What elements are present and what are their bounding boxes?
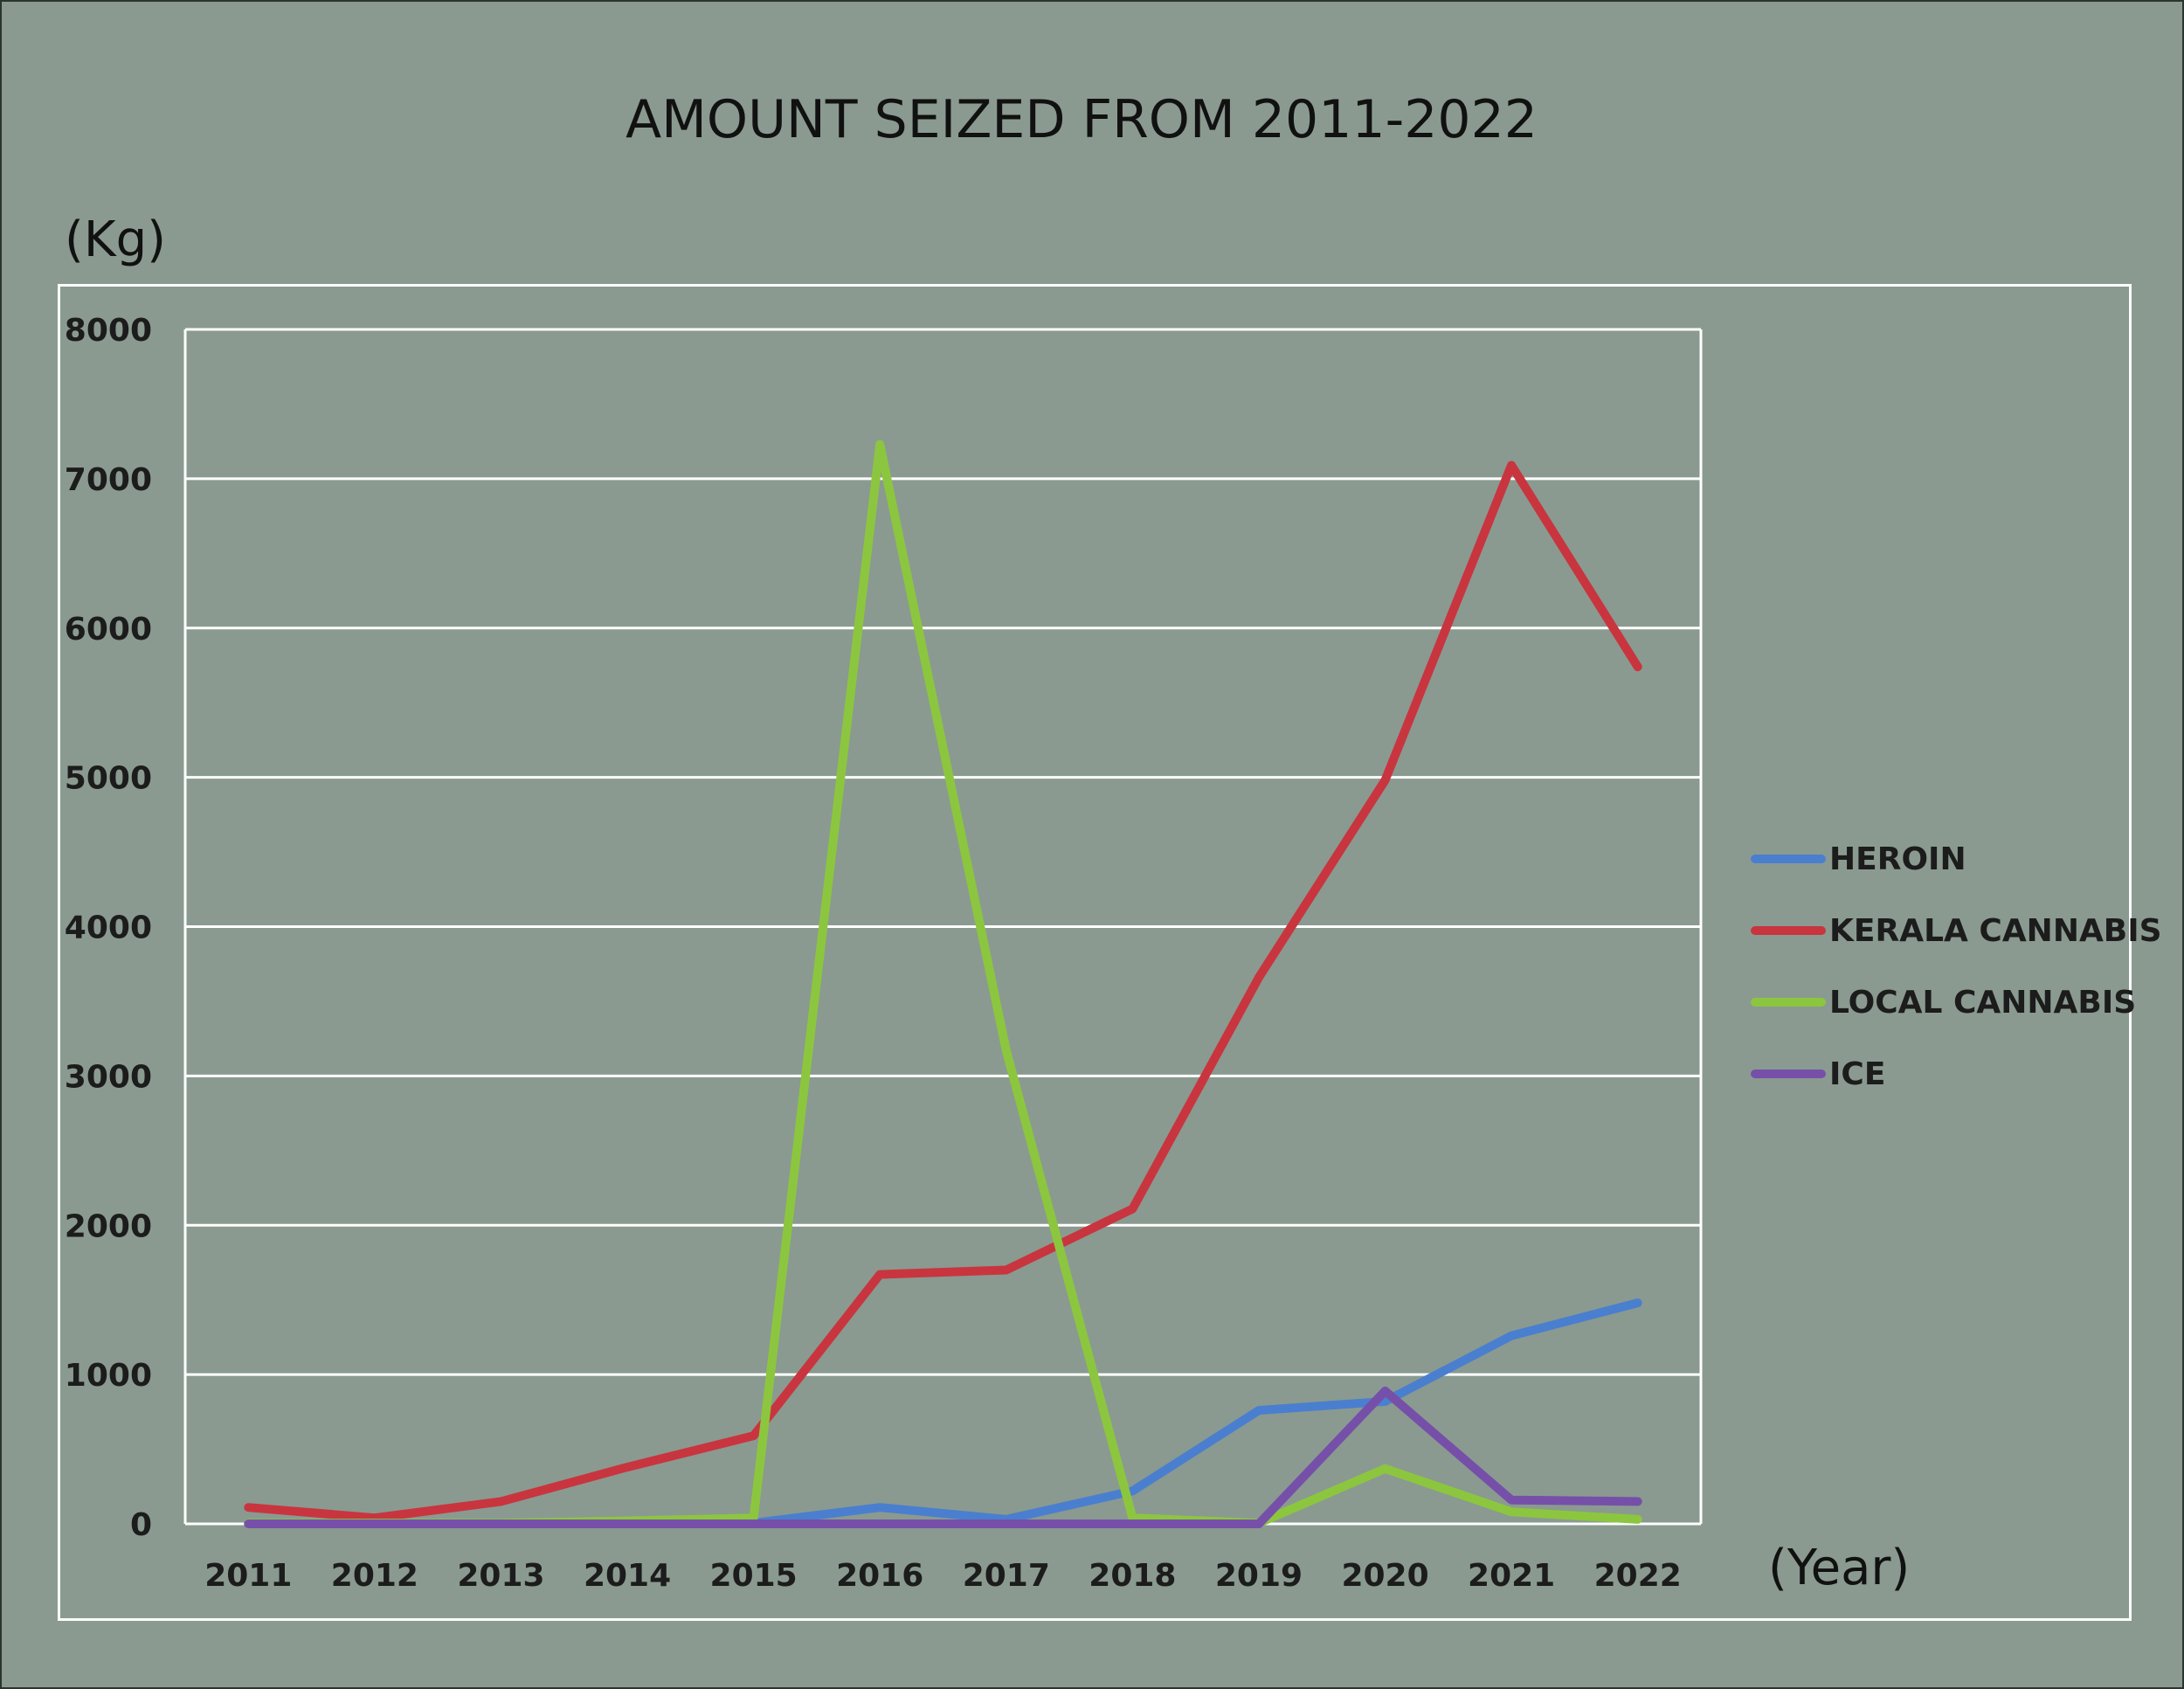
legend-swatch (1751, 998, 1826, 1007)
legend-swatch (1751, 855, 1826, 863)
x-tick-label: 2018 (1089, 1558, 1176, 1594)
legend-label: ICE (1829, 1056, 1886, 1092)
legend-label: KERALA CANNABIS (1829, 912, 2162, 949)
legend-swatch (1751, 1069, 1826, 1078)
x-tick-label: 2015 (710, 1558, 798, 1594)
legend-swatch (1751, 926, 1826, 935)
x-tick-label: 2011 (204, 1558, 292, 1594)
series-lines (244, 440, 1642, 1528)
legend-label: HEROIN (1829, 841, 1966, 877)
x-tick-label: 2021 (1468, 1558, 1555, 1594)
x-tick-label: 2012 (331, 1558, 418, 1594)
y-tick-label: 2000 (65, 1208, 152, 1244)
legend-item: HEROIN (1751, 823, 2162, 895)
x-axis-ticks: 2011 2012 2013 2014 2015 2016 2017 2018 2019 2020… (204, 1558, 1682, 1594)
chart-frame (58, 284, 2132, 1621)
y-tick-label: 4000 (65, 910, 152, 946)
x-tick-label: 2016 (836, 1558, 923, 1594)
y-axis-ticks: 0 1000 2000 3000 4000 5000 6000 7000 8000 (65, 313, 152, 1543)
x-tick-label: 2022 (1594, 1558, 1682, 1594)
y-tick-label: 3000 (65, 1059, 152, 1095)
series-line-kerala-cannabis (244, 460, 1642, 1523)
legend-item: ICE (1751, 1038, 2162, 1110)
legend-label: LOCAL CANNABIS (1829, 984, 2137, 1021)
x-tick-label: 2013 (457, 1558, 544, 1594)
legend-item: LOCAL CANNABIS (1751, 966, 2162, 1038)
series-line-ice (244, 1386, 1642, 1528)
y-tick-label: 8000 (65, 313, 152, 349)
gridlines (183, 328, 1703, 1526)
x-tick-label: 2014 (584, 1558, 671, 1594)
x-tick-label: 2017 (963, 1558, 1050, 1594)
legend-item: KERALA CANNABIS (1751, 895, 2162, 966)
chart-title: AMOUNT SEIZED FROM 2011-2022 (625, 89, 1538, 150)
y-tick-label: 6000 (65, 612, 152, 647)
y-tick-label: 0 (130, 1507, 152, 1543)
series-line-heroin (244, 1298, 1642, 1528)
x-tick-label: 2020 (1341, 1558, 1428, 1594)
y-axis-unit-label: (Kg) (65, 211, 166, 268)
series-line-local-cannabis (244, 440, 1642, 1528)
x-tick-label: 2019 (1215, 1558, 1303, 1594)
y-tick-label: 5000 (65, 761, 152, 797)
legend: HEROIN KERALA CANNABIS LOCAL CANNABIS ICE (1751, 823, 2162, 1110)
y-tick-label: 7000 (65, 462, 152, 498)
y-tick-label: 1000 (65, 1358, 152, 1394)
x-axis-unit-label: (Year) (1768, 1540, 1911, 1596)
